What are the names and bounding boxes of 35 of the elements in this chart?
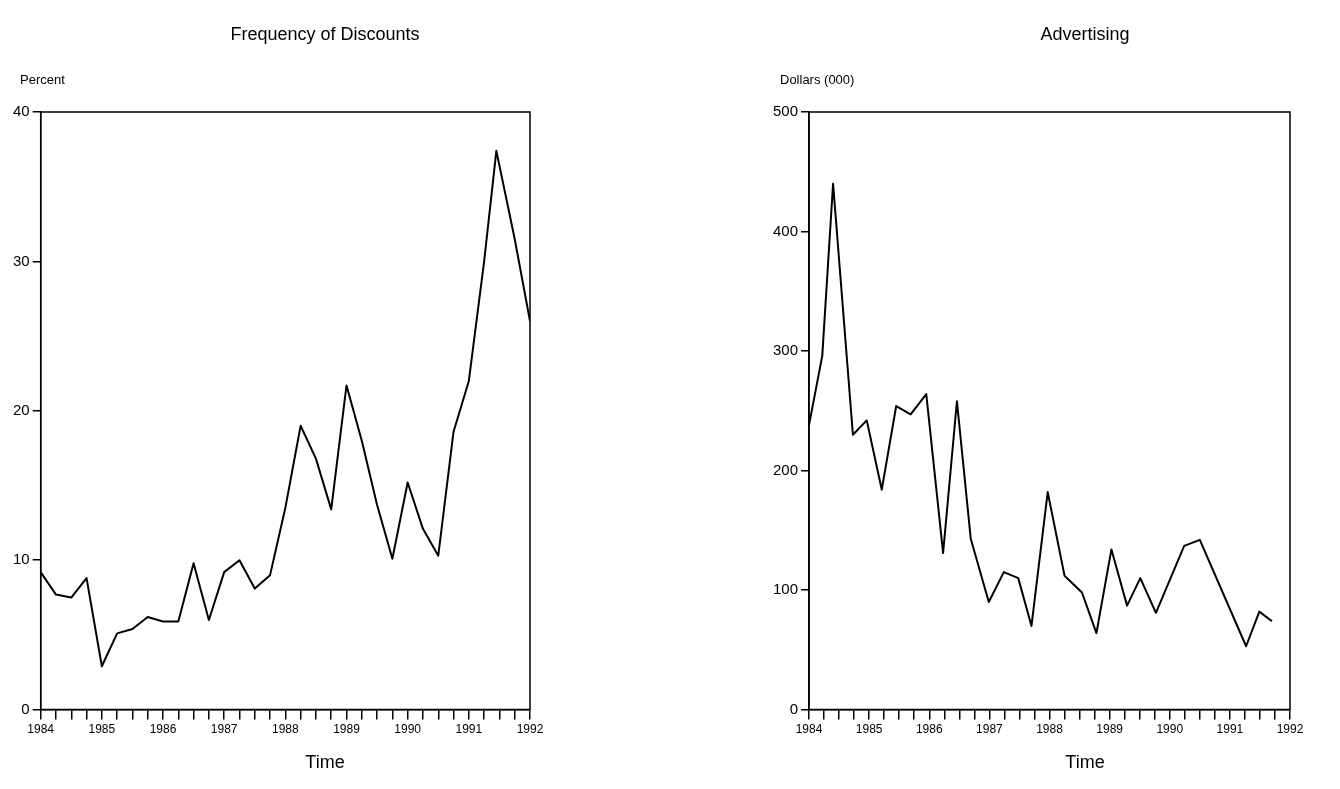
y-tick-label: 200 [773, 460, 799, 478]
x-tick-label: 1992 [516, 722, 544, 737]
x-tick-label: 1989 [1096, 722, 1124, 737]
x-tick-label: 1988 [1036, 722, 1064, 737]
x-tick-label: 1991 [455, 722, 483, 737]
x-axis-title: Time [304, 752, 346, 773]
y-tick-label: 10 [13, 550, 30, 568]
y-tick-label: 100 [773, 580, 799, 598]
x-tick-label: 1984 [795, 722, 823, 737]
y-tick-label: 30 [13, 251, 30, 269]
x-tick-label: 1987 [976, 722, 1004, 737]
y-axis-title: Percent [20, 72, 65, 87]
x-tick-label: 1985 [855, 722, 883, 737]
x-tick-label: 1986 [915, 722, 943, 737]
y-axis-title: Dollars (000) [780, 72, 855, 87]
x-tick-label: 1990 [394, 722, 422, 737]
y-tick-label: 500 [773, 102, 799, 120]
chart-title: Advertising [1039, 24, 1131, 45]
x-tick-label: 1987 [210, 722, 238, 737]
x-tick-label: 1988 [271, 722, 300, 737]
x-tick-label: 1985 [88, 722, 116, 737]
chart-title: Frequency of Discounts [229, 24, 421, 45]
y-tick-label: 400 [773, 221, 799, 239]
x-axis-title: Time [1064, 752, 1106, 773]
x-tick-label: 1992 [1276, 722, 1304, 737]
y-tick-label: 40 [13, 102, 30, 120]
x-tick-label: 1989 [333, 722, 361, 737]
y-tick-label: 20 [13, 400, 30, 418]
x-tick-label: 1986 [149, 722, 177, 737]
y-tick-label: 0 [21, 699, 30, 717]
y-tick-label: 300 [773, 341, 799, 359]
x-tick-label: 1984 [27, 722, 55, 737]
y-tick-label: 0 [789, 699, 799, 717]
x-tick-label: 1991 [1216, 722, 1244, 737]
x-tick-label: 1990 [1156, 722, 1184, 737]
